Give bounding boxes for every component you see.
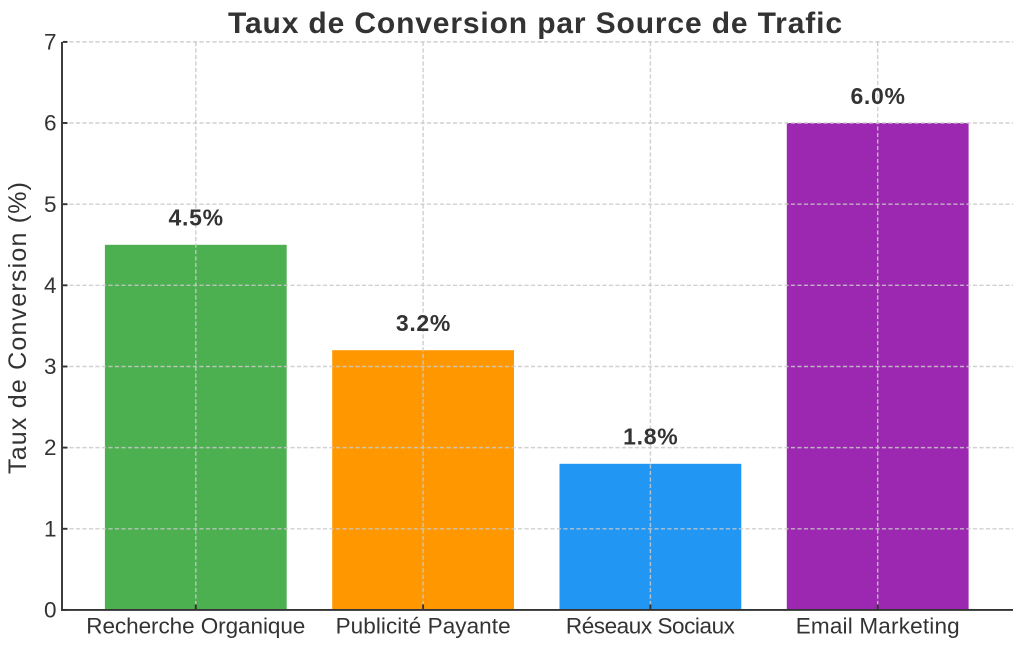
svg-text:5: 5 (44, 192, 57, 217)
svg-text:3: 3 (44, 354, 57, 379)
svg-text:4.5%: 4.5% (169, 205, 224, 231)
svg-text:1.8%: 1.8% (623, 424, 678, 450)
svg-text:Email Marketing: Email Marketing (796, 614, 960, 639)
svg-text:Publicité Payante: Publicité Payante (336, 614, 511, 639)
svg-text:4: 4 (44, 273, 57, 298)
svg-text:Recherche Organique: Recherche Organique (86, 614, 305, 639)
svg-text:1: 1 (44, 516, 57, 541)
svg-text:Taux de Conversion (%): Taux de Conversion (%) (4, 182, 32, 474)
svg-text:6: 6 (44, 111, 57, 136)
svg-text:Réseaux Sociaux: Réseaux Sociaux (566, 614, 736, 639)
svg-text:0: 0 (44, 598, 57, 623)
svg-text:Taux de Conversion par Source: Taux de Conversion par Source de Trafic (228, 7, 842, 40)
svg-text:7: 7 (44, 30, 57, 55)
svg-text:3.2%: 3.2% (396, 310, 451, 336)
svg-text:6.0%: 6.0% (850, 83, 905, 109)
svg-text:2: 2 (44, 435, 57, 460)
